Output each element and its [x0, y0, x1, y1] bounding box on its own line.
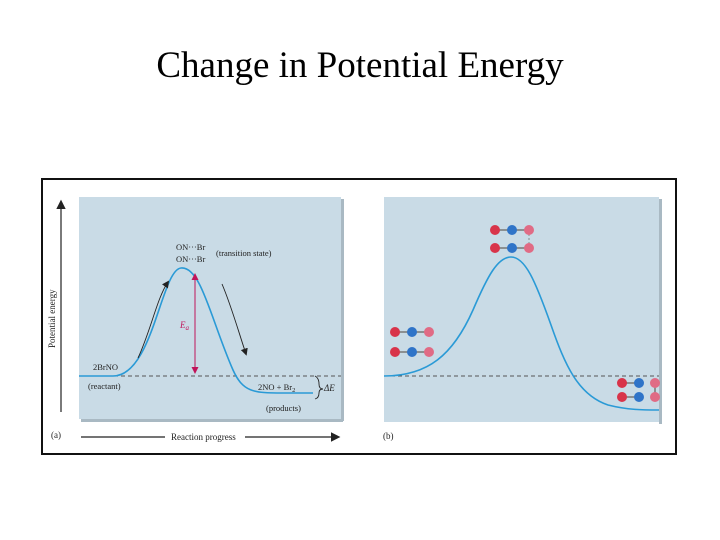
panel-a: Potential energy Reaction progress (a) E…	[47, 197, 344, 443]
figure-svg: Potential energy Reaction progress (a) E…	[47, 197, 662, 443]
slide-title: Change in Potential Energy	[156, 45, 564, 86]
panel-b: (b)	[383, 197, 662, 441]
transition-state-top: ON···Br	[176, 242, 205, 252]
product-note: (products)	[266, 403, 301, 413]
activation-energy-label: Ea	[179, 320, 190, 332]
uphill-arrow	[137, 280, 170, 359]
energy-change-label: ΔE	[323, 383, 335, 393]
x-axis-label: Reaction progress	[171, 432, 236, 442]
transition-state-bottom: ON···Br	[176, 254, 205, 264]
panel-b-plot-area	[384, 197, 659, 422]
reactant-note: (reactant)	[88, 381, 121, 391]
transition-state-molecules	[490, 225, 534, 253]
energy-curve-b	[383, 256, 660, 411]
reactant-formula: 2BrNO	[93, 362, 118, 372]
panel-a-label: (a)	[51, 430, 61, 440]
reaction-energy-figure: Potential energy Reaction progress (a) E…	[41, 178, 677, 455]
y-axis-label: Potential energy	[47, 289, 57, 348]
product-molecules	[617, 378, 660, 402]
product-formula: 2NO + Br2	[258, 382, 295, 394]
transition-state-note: (transition state)	[216, 248, 272, 258]
panel-b-label: (b)	[383, 431, 394, 441]
reactant-molecules	[390, 327, 434, 357]
energy-change-brace	[314, 375, 324, 400]
downhill-arrow	[221, 283, 248, 356]
